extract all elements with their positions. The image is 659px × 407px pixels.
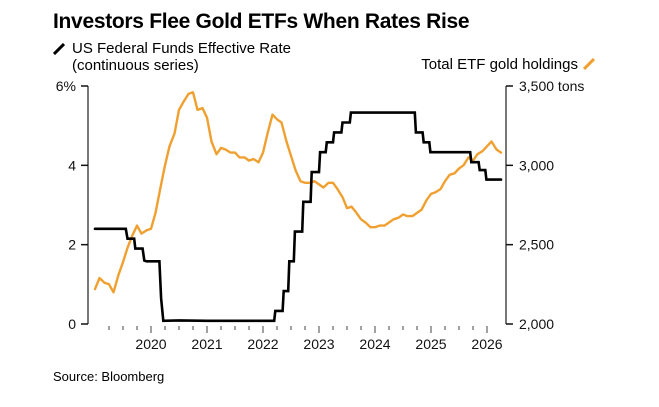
- right-axis-tick-label: 2,000: [519, 316, 554, 332]
- x-axis-tick-label: 2024: [359, 336, 390, 352]
- gold-holdings-series-line: [93, 91, 503, 294]
- left-axis-tick-label: 2: [68, 237, 76, 253]
- series-layer: [93, 91, 503, 323]
- x-axis-tick-label: 2026: [471, 336, 502, 352]
- x-axis-tick-label: 2020: [135, 336, 166, 352]
- x-axis-tick-label: 2025: [415, 336, 446, 352]
- left-axis-tick-label: 6%: [56, 78, 76, 94]
- right-axis-tick-label: 3,500 tons: [519, 78, 584, 94]
- left-axis-tick-label: 0: [68, 316, 76, 332]
- left-axis-tick-label: 4: [68, 157, 76, 173]
- x-axis-tick-label: 2021: [191, 336, 222, 352]
- rate-series-line: [93, 111, 503, 323]
- chart-title: Investors Flee Gold ETFs When Rates Rise: [53, 10, 470, 33]
- right-axis-tick-label: 2,500: [519, 237, 554, 253]
- x-axis-tick-label: 2022: [247, 336, 278, 352]
- legend-rate-label: US Federal Funds Effective Rate (continu…: [72, 40, 291, 74]
- rate-line-swatch-icon: [53, 43, 65, 55]
- legend-gold-label: Total ETF gold holdings: [421, 56, 578, 73]
- legend-rate: US Federal Funds Effective Rate (continu…: [53, 40, 372, 74]
- legend-gold: Total ETF gold holdings: [421, 56, 595, 73]
- gold-line-swatch-icon: [583, 58, 595, 70]
- source-note: Source: Bloomberg: [53, 369, 165, 384]
- right-axis-tick-label: 3,000: [519, 157, 554, 173]
- x-axis-tick-label: 2023: [303, 336, 334, 352]
- axes: 6% 4 2 0 3,500 tons 3,000 2,500 2,000 2020 2021 20…: [56, 78, 585, 352]
